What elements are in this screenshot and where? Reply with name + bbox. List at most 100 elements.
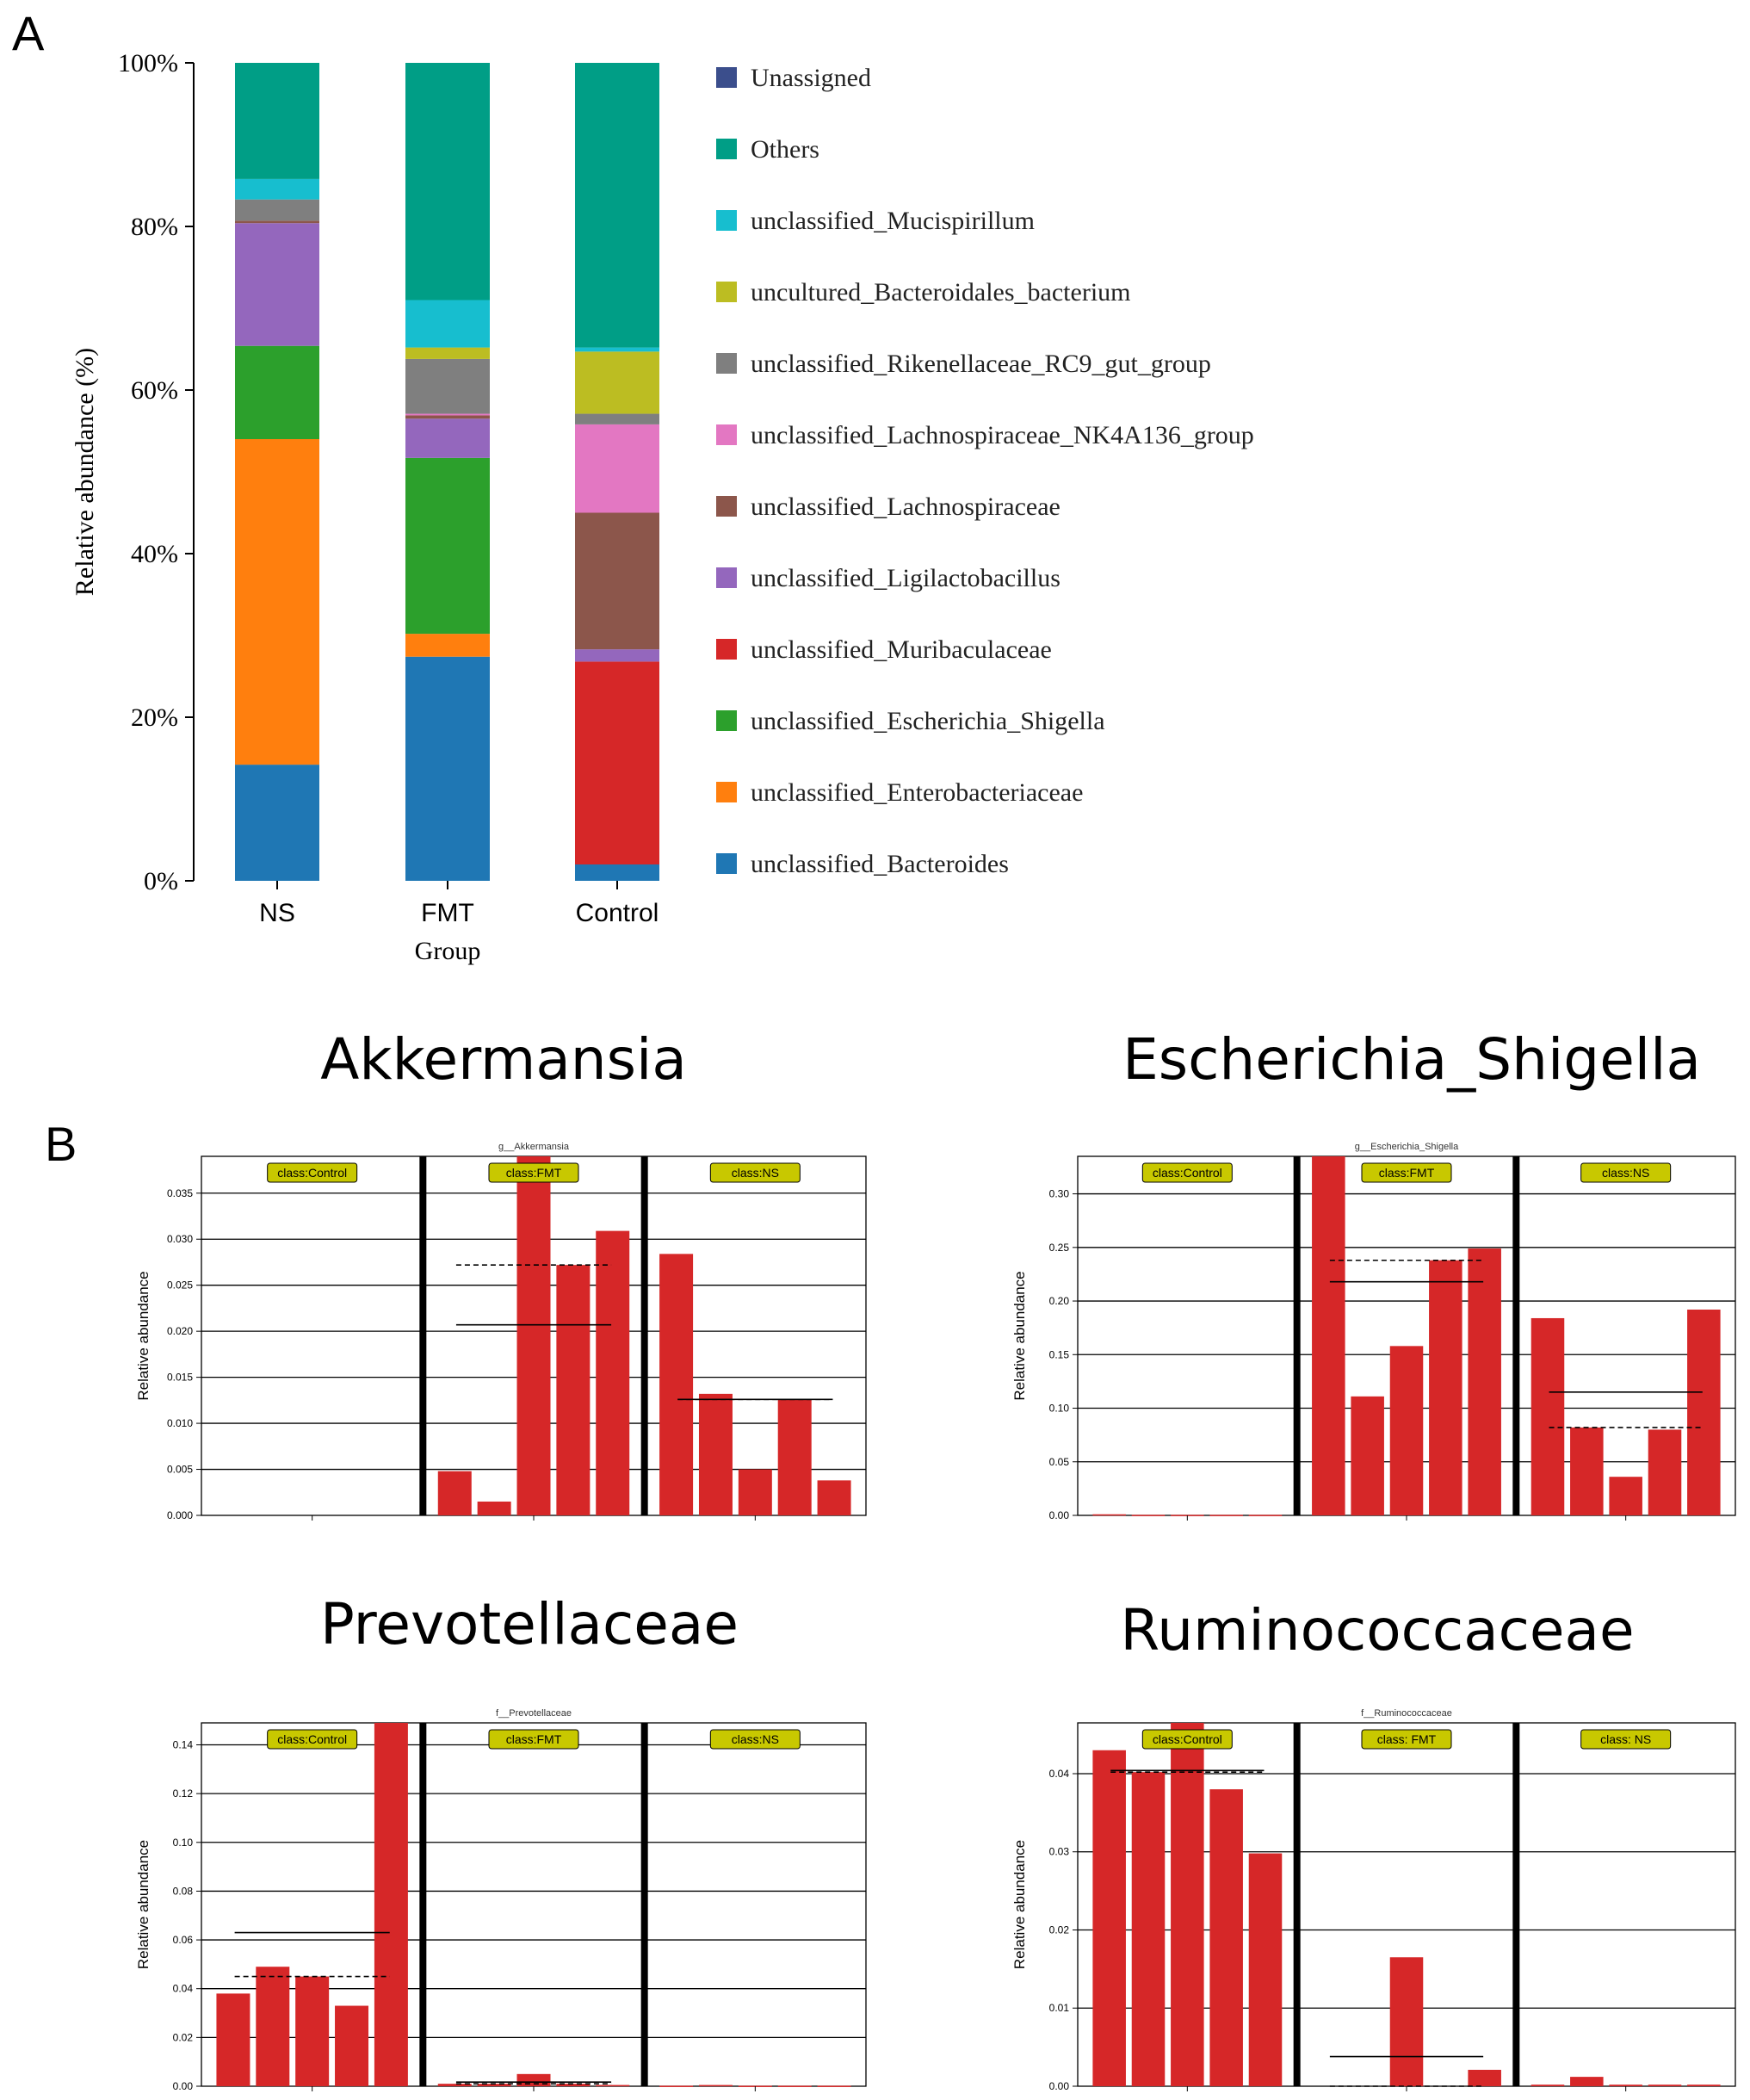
bar-segment <box>405 418 490 458</box>
y-tick-label: 0.06 <box>173 1934 194 1946</box>
data-bar <box>1248 1515 1283 1516</box>
class-label-box <box>267 1729 358 1750</box>
data-bar <box>659 1254 694 1515</box>
data-bar <box>1092 1750 1126 2086</box>
data-bar <box>1351 1396 1384 1515</box>
y-tick-label: 0.030 <box>167 1233 193 1245</box>
bar-segment <box>405 415 490 419</box>
data-bar <box>1687 2085 1721 2086</box>
data-bar <box>777 2085 812 2087</box>
legend-swatch <box>716 282 737 302</box>
class-label-box <box>709 1162 801 1183</box>
class-label: class:FMT <box>506 1166 562 1180</box>
bar-segment <box>405 300 490 348</box>
bar-segment <box>235 199 319 221</box>
x-tick-label: NS <box>259 899 295 927</box>
chart-subtitle: g__Akkermansia <box>498 1142 570 1152</box>
data-bar <box>777 1399 812 1515</box>
bar-segment <box>575 661 659 864</box>
data-bar <box>374 1723 408 2086</box>
data-bar <box>1389 1346 1424 1515</box>
panel-label-b: B <box>45 1117 77 1171</box>
bar-segment <box>575 864 659 881</box>
bar-segment <box>575 351 659 414</box>
data-bar <box>1468 1248 1501 1515</box>
bar-segment <box>235 223 319 346</box>
legend-label: unclassified_Lachnospiraceae_NK4A136_gro… <box>751 421 1254 449</box>
class-label: class:FMT <box>506 1732 562 1746</box>
class-label: class:NS <box>1602 1166 1649 1180</box>
chart-title-prevotellaceae: Prevotellaceae <box>320 1591 739 1657</box>
class-label-box <box>267 1162 358 1183</box>
legend-label: unclassified_Escherichia_Shigella <box>751 707 1105 735</box>
y-tick-label: 40% <box>131 540 178 568</box>
data-bar <box>1570 1427 1604 1515</box>
y-tick-label: 20% <box>131 703 178 732</box>
data-bar <box>1530 1317 1565 1515</box>
class-label-box <box>1141 1162 1233 1183</box>
y-tick-label: 0.05 <box>1049 1456 1070 1468</box>
bar-segment <box>235 178 319 200</box>
y-tick-label: 0.03 <box>1049 1846 1070 1858</box>
legend-swatch <box>716 496 737 517</box>
data-bar <box>216 1993 250 2086</box>
data-bar <box>1312 1156 1345 1515</box>
y-tick-label: 0.25 <box>1049 1242 1070 1254</box>
y-tick-label: 0.04 <box>173 1983 194 1995</box>
legend-label: Unassigned <box>751 64 871 92</box>
class-label: class: FMT <box>1377 1732 1437 1746</box>
legend-swatch <box>716 424 737 445</box>
data-bar <box>1648 1429 1682 1515</box>
data-bar <box>1171 1723 1204 2086</box>
y-tick-label: 0% <box>144 867 178 895</box>
data-bar <box>698 2085 733 2087</box>
bar-segment <box>405 358 490 414</box>
legend-swatch <box>716 67 737 88</box>
y-tick-label: 60% <box>131 376 178 405</box>
y-tick-label: 0.020 <box>167 1325 193 1337</box>
bar-segment <box>575 649 659 662</box>
data-bar <box>335 2005 369 2086</box>
y-tick-label: 0.00 <box>1049 2080 1070 2092</box>
data-bar <box>596 1230 630 1515</box>
chart-title-akkermansia: Akkermansia <box>320 1026 687 1093</box>
y-tick-label: 0.015 <box>167 1372 193 1384</box>
data-bar <box>1131 1515 1166 1516</box>
bar-segment <box>405 347 490 359</box>
y-tick-label: 0.08 <box>173 1885 194 1897</box>
data-bar <box>1429 1260 1462 1515</box>
y-axis-label: Relative abundance <box>1011 1271 1028 1400</box>
data-bar <box>1609 2085 1642 2086</box>
y-tick-label: 80% <box>131 213 178 241</box>
class-label-box <box>488 1729 579 1750</box>
class-label-box <box>1361 1729 1452 1750</box>
y-tick-label: 0.02 <box>1049 1923 1070 1936</box>
y-axis-label: Relative abundance (%) <box>71 348 99 596</box>
class-label-box <box>1141 1729 1233 1750</box>
legend-swatch <box>716 139 737 159</box>
class-label: class:Control <box>1153 1732 1222 1746</box>
data-bar <box>1687 1310 1721 1515</box>
chart-title-escherichia: Escherichia_Shigella <box>1122 1026 1701 1093</box>
x-axis-label: Group <box>415 937 481 965</box>
x-tick-label: Control <box>576 899 659 927</box>
legend-swatch <box>716 853 737 874</box>
stacked-bar-chart: 0% 20% 40% 60% 80% 100% Relative abundance (%)… <box>71 49 1254 965</box>
escherichia-chart: g__Escherichia_Shigella 0.00 0.05 0.10 0.15 0… <box>1011 1142 1736 1521</box>
y-tick-label: 0.04 <box>1049 1768 1070 1780</box>
legend-label: uncultured_Bacteroidales_bacterium <box>751 278 1131 307</box>
data-bar <box>1530 2085 1565 2086</box>
class-label: class:NS <box>732 1166 779 1180</box>
chart-subtitle: f__Prevotellaceae <box>496 1708 572 1719</box>
y-tick-label: 0.010 <box>167 1417 193 1429</box>
data-bar <box>817 2085 851 2087</box>
class-label: class:Control <box>277 1166 347 1180</box>
y-axis-label: Relative abundance <box>135 1271 152 1400</box>
y-tick-label: 0.025 <box>167 1279 193 1292</box>
legend-label: unclassified_Mucispirillum <box>751 207 1035 235</box>
bar-segment <box>235 220 319 224</box>
data-bar <box>1468 2069 1501 2086</box>
y-tick-label: 0.10 <box>173 1837 194 1849</box>
class-label-box <box>1361 1162 1452 1183</box>
y-axis-label: Relative abundance <box>1011 1840 1028 1969</box>
